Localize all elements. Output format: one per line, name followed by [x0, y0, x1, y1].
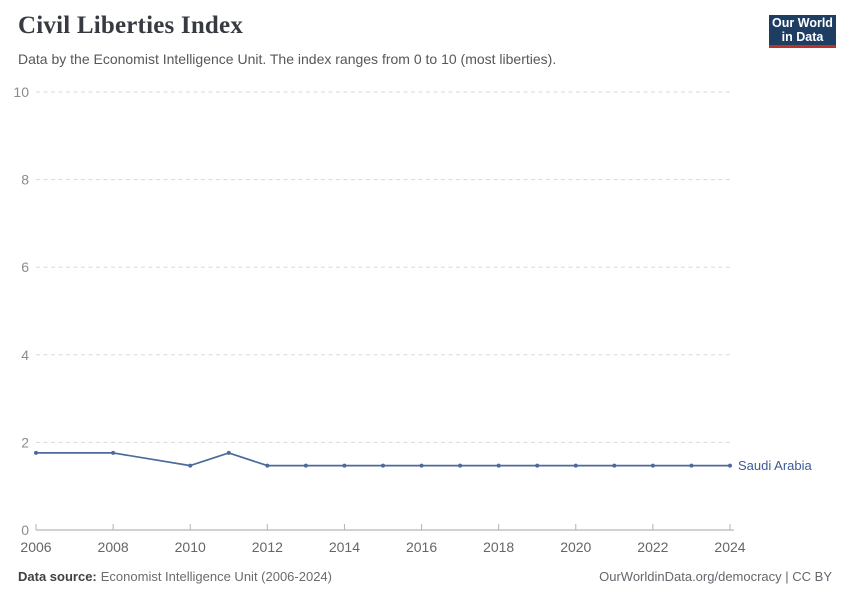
- data-point[interactable]: [689, 463, 694, 468]
- data-point[interactable]: [226, 450, 231, 455]
- data-point[interactable]: [34, 450, 38, 455]
- owid-logo[interactable]: Our World in Data: [769, 15, 836, 48]
- x-tick-label: 2012: [252, 539, 283, 555]
- x-tick-label: 2020: [560, 539, 591, 555]
- logo-line-1: Our World: [772, 16, 833, 30]
- y-tick-label: 4: [21, 347, 29, 363]
- data-point[interactable]: [419, 463, 424, 468]
- data-point[interactable]: [496, 463, 501, 468]
- y-tick-label: 8: [21, 172, 29, 188]
- data-point[interactable]: [728, 463, 732, 468]
- y-tick-label: 10: [13, 84, 29, 100]
- x-tick-label: 2016: [406, 539, 437, 555]
- chart-footer: Data source: Economist Intelligence Unit …: [18, 569, 832, 584]
- y-tick-label: 6: [21, 259, 29, 275]
- page-title: Civil Liberties Index: [18, 12, 244, 39]
- x-tick-label: 2018: [483, 539, 514, 555]
- data-source: Data source: Economist Intelligence Unit …: [18, 569, 332, 584]
- data-point[interactable]: [303, 463, 308, 468]
- data-point[interactable]: [188, 463, 193, 468]
- chart-subtitle: Data by the Economist Intelligence Unit.…: [18, 51, 557, 67]
- x-tick-label: 2014: [329, 539, 360, 555]
- x-tick-label: 2024: [714, 539, 745, 555]
- data-point[interactable]: [650, 463, 655, 468]
- data-point[interactable]: [381, 463, 385, 468]
- data-source-text: Economist Intelligence Unit (2006-2024): [100, 569, 332, 584]
- x-tick-label: 2008: [98, 539, 129, 555]
- x-tick-label: 2022: [637, 539, 668, 555]
- data-point[interactable]: [612, 463, 617, 468]
- data-point[interactable]: [111, 450, 116, 455]
- data-point[interactable]: [535, 463, 540, 468]
- data-point[interactable]: [342, 463, 347, 468]
- x-tick-label: 2010: [175, 539, 206, 555]
- data-point[interactable]: [458, 463, 463, 468]
- y-tick-label: 0: [21, 522, 29, 538]
- data-point[interactable]: [265, 463, 270, 468]
- data-source-label: Data source:: [18, 569, 97, 584]
- logo-line-2: in Data: [781, 30, 824, 44]
- y-tick-label: 2: [21, 434, 29, 450]
- data-point[interactable]: [573, 463, 578, 468]
- credit-link[interactable]: OurWorldinData.org/democracy | CC BY: [599, 569, 832, 584]
- x-tick-label: 2006: [20, 539, 51, 555]
- series-label: Saudi Arabia: [738, 458, 812, 473]
